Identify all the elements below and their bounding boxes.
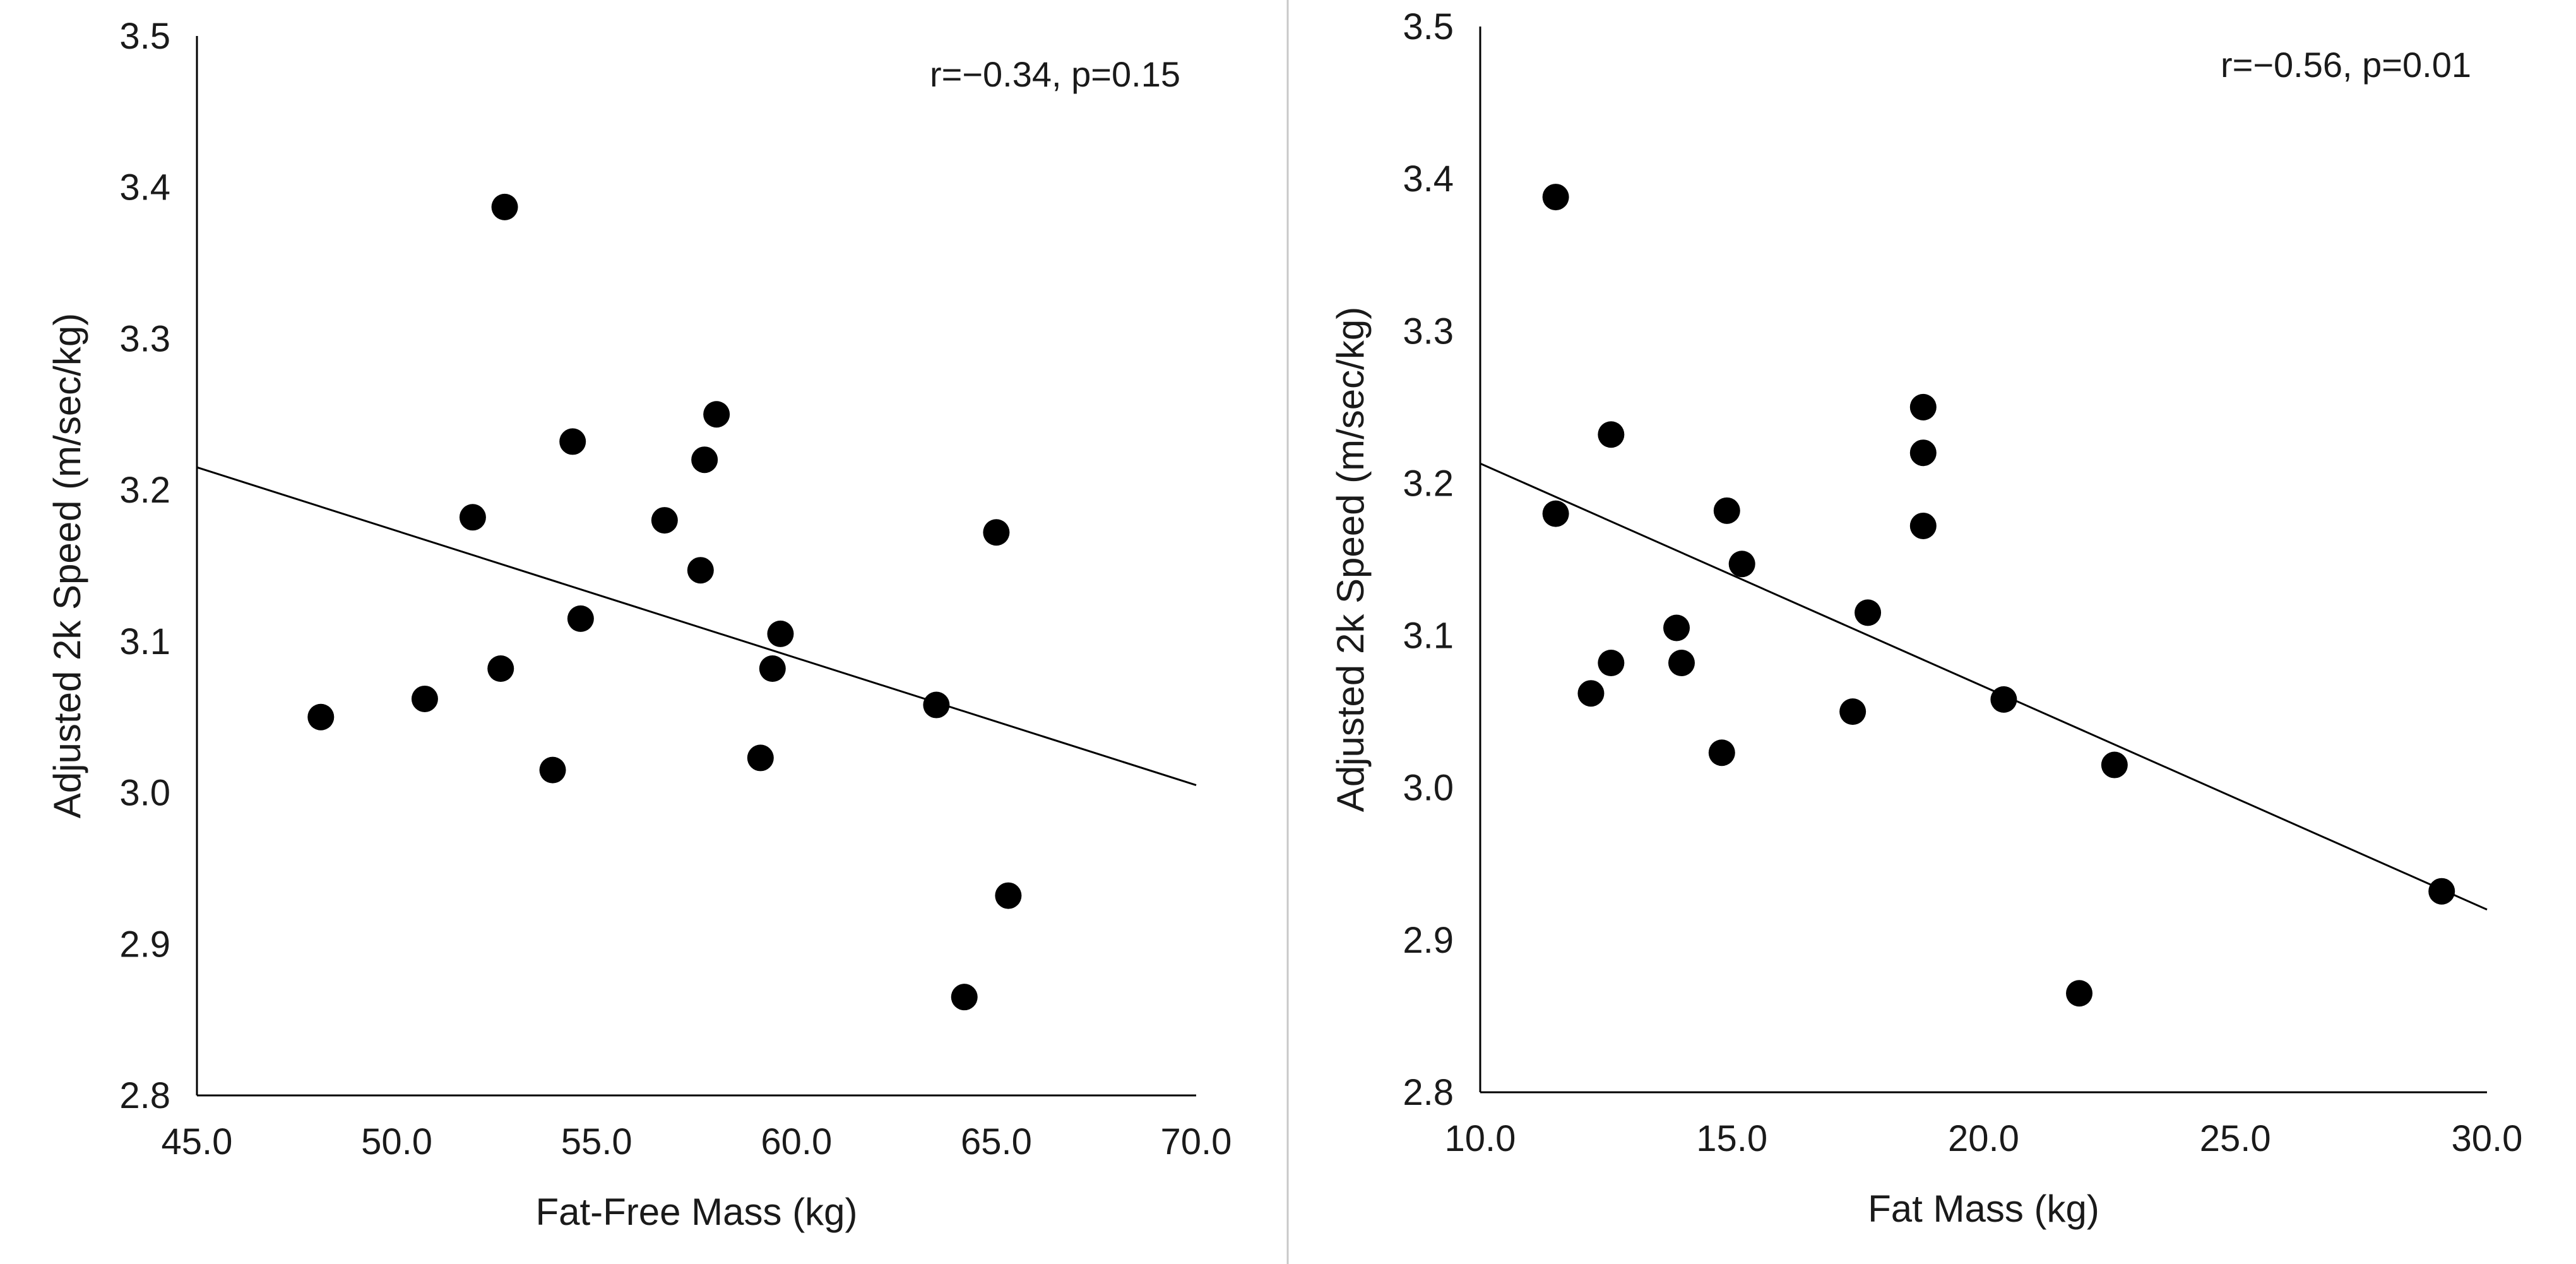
data-point <box>559 428 586 455</box>
data-point <box>1542 500 1569 527</box>
x-tick-label: 20.0 <box>1948 1118 2019 1159</box>
correlation-annotation: r=−0.34, p=0.15 <box>930 54 1180 94</box>
data-point <box>1577 680 1605 707</box>
trendline <box>196 466 1197 787</box>
x-tick-label: 60.0 <box>761 1121 832 1162</box>
data-point <box>651 507 678 534</box>
data-point <box>2066 980 2093 1007</box>
y-tick-label: 3.0 <box>1403 768 1454 809</box>
y-tick-label: 3.0 <box>119 773 170 814</box>
x-axis-title: Fat Mass (kg) <box>1868 1188 2099 1230</box>
y-tick-label: 2.9 <box>1403 920 1454 961</box>
data-point <box>703 401 730 428</box>
data-point <box>767 620 794 647</box>
data-point <box>411 685 438 712</box>
x-tick-label: 50.0 <box>361 1121 432 1162</box>
data-point <box>1668 649 1695 676</box>
y-tick-label: 2.8 <box>119 1075 170 1116</box>
data-point <box>747 744 774 772</box>
y-tick-label: 3.3 <box>1403 311 1454 352</box>
data-point <box>1855 599 1882 626</box>
data-point <box>1713 497 1740 524</box>
data-point <box>459 504 486 531</box>
data-point <box>983 519 1010 546</box>
data-point <box>2428 878 2455 905</box>
chart-panel-fat-free-mass: 2.8 2.9 3.0 3.1 3.2 3.3 3.4 3.5 45.0 50.0 55.0 60.0… <box>46 16 1232 1233</box>
trendline <box>1480 462 2488 911</box>
data-point <box>1909 512 1937 539</box>
y-tick-label: 3.5 <box>119 16 170 57</box>
data-point <box>1598 421 1625 448</box>
data-point <box>307 703 335 730</box>
data-point <box>487 655 514 683</box>
y-tick-label: 3.1 <box>119 621 170 662</box>
y-tick-label: 3.3 <box>119 318 170 359</box>
data-point <box>491 193 518 220</box>
y-axis-title: Adjusted 2k Speed (m/sec/kg) <box>1329 307 1372 812</box>
x-tick-label: 25.0 <box>2200 1118 2271 1159</box>
x-tick-label: 30.0 <box>2452 1118 2523 1159</box>
x-tick-label: 70.0 <box>1161 1121 1232 1162</box>
x-tick-label: 15.0 <box>1696 1118 1767 1159</box>
data-point <box>1542 184 1569 211</box>
data-point <box>691 446 718 474</box>
y-tick-label: 3.1 <box>1403 616 1454 657</box>
data-point <box>951 984 978 1011</box>
data-point <box>759 655 786 683</box>
data-point <box>923 691 950 718</box>
y-tick-label: 3.4 <box>119 167 170 208</box>
y-tick-label: 3.4 <box>1403 158 1454 200</box>
x-tick-label: 55.0 <box>561 1121 632 1162</box>
y-axis-title: Adjusted 2k Speed (m/sec/kg) <box>46 313 88 818</box>
y-tick-label: 2.9 <box>119 924 170 965</box>
y-tick-label: 3.2 <box>1403 463 1454 504</box>
data-point <box>1909 439 1937 467</box>
data-point <box>2101 751 2128 778</box>
x-axis-title: Fat-Free Mass (kg) <box>535 1191 857 1233</box>
data-point <box>1909 393 1937 420</box>
correlation-annotation: r=−0.56, p=0.01 <box>2221 45 2471 85</box>
data-point <box>687 557 714 584</box>
data-point <box>1839 698 1867 725</box>
x-tick-label: 65.0 <box>961 1121 1032 1162</box>
y-tick-label: 3.2 <box>119 470 170 511</box>
data-point <box>567 605 594 632</box>
x-tick-label: 45.0 <box>162 1121 233 1162</box>
y-tick-label: 3.5 <box>1403 6 1454 47</box>
chart-panel-fat-mass: 2.8 2.9 3.0 3.1 3.2 3.3 3.4 3.5 10.0 15.0 20.0 25.0… <box>1329 6 2522 1230</box>
data-point <box>995 882 1022 909</box>
data-point <box>1708 739 1735 766</box>
data-point <box>1728 551 1755 578</box>
data-point <box>1990 686 2017 713</box>
x-tick-label: 10.0 <box>1445 1118 1516 1159</box>
data-point <box>1663 614 1690 641</box>
y-tick-label: 2.8 <box>1403 1072 1454 1113</box>
data-point <box>539 756 566 784</box>
data-point <box>1598 649 1625 676</box>
